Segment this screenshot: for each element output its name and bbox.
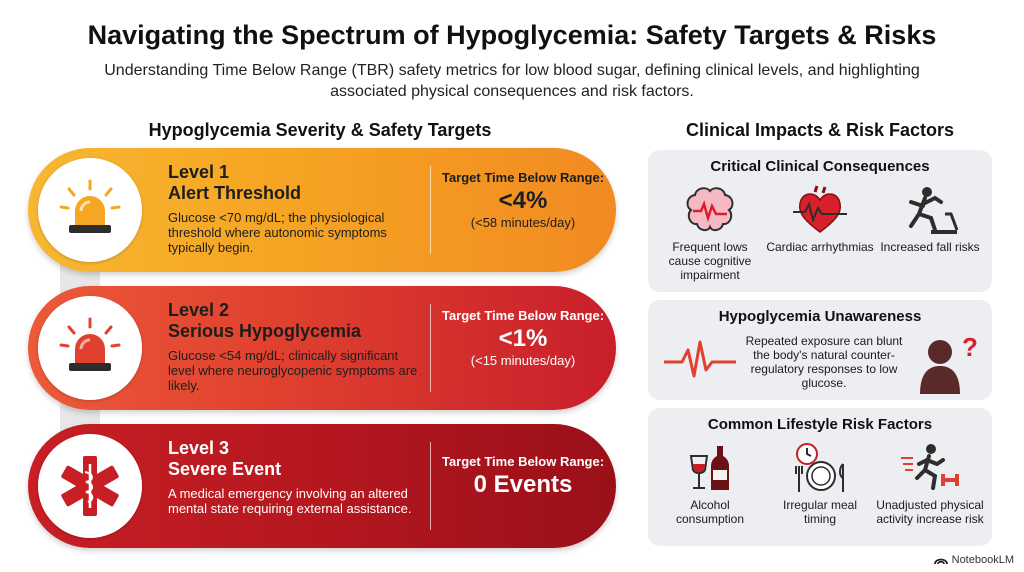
level-name: Serious Hypoglycemia	[168, 321, 362, 341]
lifestyle-item: Irregular meal timing	[766, 442, 874, 526]
impact-item: Cardiac arrhythmias	[766, 184, 874, 254]
target-note: (<58 minutes/day)	[470, 215, 576, 230]
notebooklm-logo-icon	[933, 558, 948, 565]
target-note: (<15 minutes/day)	[470, 353, 576, 368]
siren-icon	[38, 158, 142, 262]
target-label: Target Time Below Range:	[441, 170, 605, 185]
unawareness-panel: Hypoglycemia Unawareness Repeated exposu…	[648, 300, 992, 400]
target-value: <4%	[498, 187, 548, 214]
siren-icon	[38, 296, 142, 400]
brand-watermark: NotebookLM	[933, 554, 1014, 566]
level-name: Severe Event	[168, 459, 282, 479]
target-label: Target Time Below Range:	[441, 308, 605, 323]
impact-label: Cardiac arrhythmias	[766, 240, 874, 254]
level-description: A medical emergency involving an altered…	[168, 486, 412, 516]
pulse-wave-icon	[664, 340, 736, 378]
running-person-icon	[901, 444, 959, 490]
lifestyle-panel: Common Lifestyle Risk Factors Alcohol co…	[648, 408, 992, 546]
level-number: Level 2	[168, 300, 230, 320]
impact-label: Frequent lows cause cognitive impairment	[668, 240, 752, 282]
lifestyle-item: Unadjusted physical activity increase ri…	[872, 442, 988, 526]
level-number: Level 1	[168, 162, 230, 182]
falling-person-icon	[909, 187, 959, 234]
divider	[430, 166, 431, 254]
heart-icon	[793, 185, 847, 233]
unawareness-title: Hypoglycemia Unawareness	[718, 308, 922, 325]
level-description: Glucose <54 mg/dL; clinically significan…	[168, 348, 418, 393]
lifestyle-title: Common Lifestyle Risk Factors	[707, 416, 933, 433]
wine-icon	[689, 446, 729, 490]
impact-item: Frequent lows cause cognitive impairment	[656, 184, 764, 282]
impacts-section-heading: Clinical Impacts & Risk Factors	[685, 120, 955, 140]
severity-section-heading: Hypoglycemia Severity & Safety Targets	[148, 120, 492, 140]
page-title: Navigating the Spectrum of Hypoglycemia:…	[87, 20, 937, 50]
lifestyle-label: Alcohol consumption	[675, 498, 745, 526]
brand-name: NotebookLM	[951, 554, 1014, 566]
impact-label: Increased fall risks	[880, 240, 980, 254]
lifestyle-item: Alcohol consumption	[656, 442, 764, 526]
consequences-title: Critical Clinical Consequences	[710, 158, 930, 175]
level-name: Alert Threshold	[168, 183, 302, 203]
consequences-panel: Critical Clinical Consequences Frequent …	[648, 150, 992, 292]
target-label: Target Time Below Range:	[441, 454, 605, 469]
impact-item: Increased fall risks	[876, 184, 984, 254]
target-value: <1%	[498, 325, 548, 352]
level-3-card: Level 3 Severe Event A medical emergency…	[28, 424, 616, 548]
meal-clock-icon	[795, 443, 844, 492]
target-value: 0 Events	[473, 471, 573, 498]
level-2-card: Level 2 Serious Hypoglycemia Glucose <54…	[28, 286, 616, 410]
page-subtitle: Understanding Time Below Range (TBR) saf…	[104, 62, 920, 100]
unawareness-text: Repeated exposure can blunt the body's n…	[745, 334, 903, 390]
level-1-card: Level 1 Alert Threshold Glucose <70 mg/d…	[28, 148, 616, 272]
lifestyle-label: Irregular meal timing	[782, 498, 858, 526]
svg-text:?: ?	[962, 332, 978, 362]
lifestyle-label: Unadjusted physical activity increase ri…	[876, 498, 984, 526]
divider	[430, 442, 431, 530]
level-number: Level 3	[168, 438, 230, 458]
brain-icon	[686, 187, 734, 232]
star-of-life-icon	[38, 434, 142, 538]
level-description: Glucose <70 mg/dL; the physiological thr…	[168, 210, 387, 255]
confused-person-icon: ?	[920, 332, 978, 394]
divider	[430, 304, 431, 392]
